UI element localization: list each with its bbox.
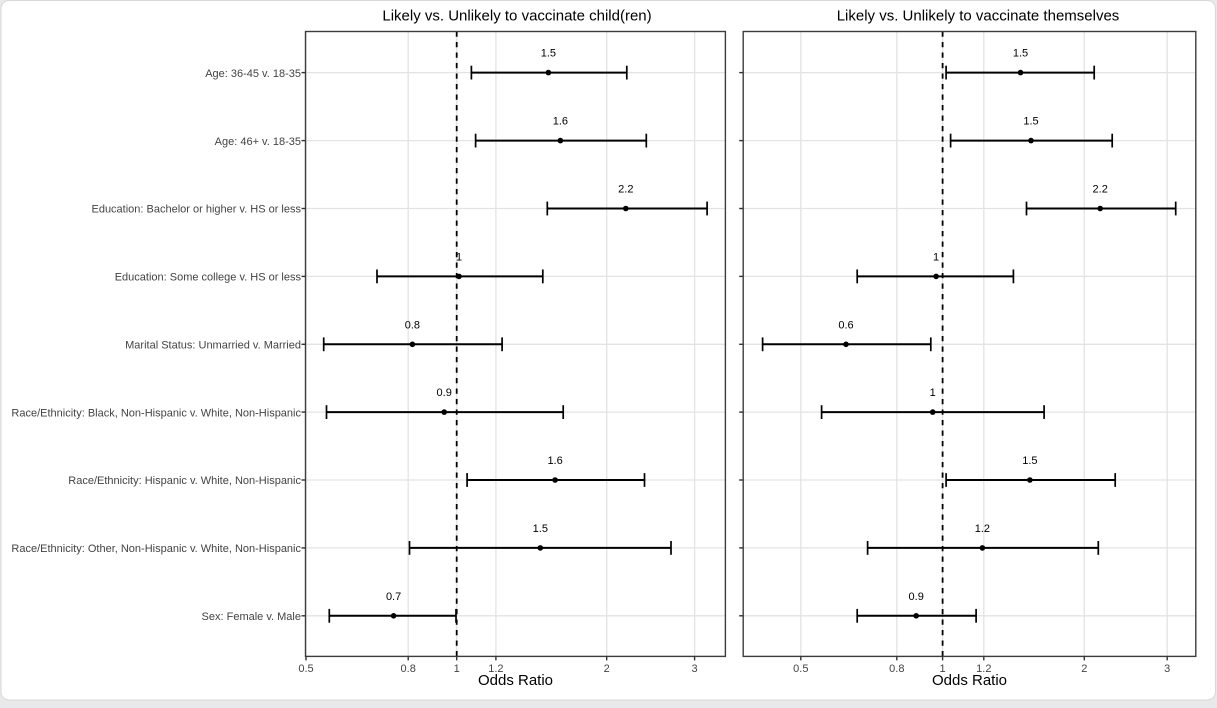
svg-text:Odds Ratio: Odds Ratio (478, 672, 553, 689)
svg-text:1.6: 1.6 (547, 455, 562, 467)
svg-text:0.5: 0.5 (298, 663, 313, 675)
svg-text:0.5: 0.5 (793, 663, 808, 675)
svg-text:Odds Ratio: Odds Ratio (932, 672, 1007, 689)
svg-text:1: 1 (454, 663, 460, 675)
svg-text:0.8: 0.8 (889, 663, 904, 675)
svg-text:Race/Ethnicity: Other, Non-His: Race/Ethnicity: Other, Non-Hispanic v. W… (11, 543, 301, 555)
svg-text:0.8: 0.8 (401, 663, 416, 675)
svg-text:1.5: 1.5 (1023, 116, 1038, 128)
svg-text:Race/Ethnicity: Hispanic v. Wh: Race/Ethnicity: Hispanic v. White, Non-H… (68, 475, 301, 487)
svg-text:2: 2 (604, 663, 610, 675)
svg-text:1: 1 (940, 663, 946, 675)
svg-text:Likely vs. Unlikely to vaccina: Likely vs. Unlikely to vaccinate child(r… (382, 8, 651, 25)
svg-text:1.2: 1.2 (976, 663, 991, 675)
svg-text:1: 1 (456, 252, 462, 264)
svg-text:2: 2 (1081, 663, 1087, 675)
svg-text:1.2: 1.2 (975, 523, 990, 535)
svg-text:Sex: Female v. Male: Sex: Female v. Male (202, 611, 301, 623)
svg-text:0.9: 0.9 (909, 591, 924, 603)
svg-text:Age: 46+ v. 18-35: Age: 46+ v. 18-35 (215, 136, 301, 148)
svg-text:1.6: 1.6 (553, 116, 568, 128)
svg-text:1.5: 1.5 (533, 523, 548, 535)
svg-text:Race/Ethnicity: Black, Non-His: Race/Ethnicity: Black, Non-Hispanic v. W… (11, 407, 301, 419)
svg-text:Marital Status: Unmarried v. M: Marital Status: Unmarried v. Married (125, 340, 301, 352)
svg-text:1.5: 1.5 (1013, 48, 1028, 60)
svg-text:1: 1 (933, 252, 939, 264)
svg-text:3: 3 (1164, 663, 1170, 675)
svg-text:Age: 36-45 v. 18-35: Age: 36-45 v. 18-35 (205, 68, 301, 80)
svg-text:2.2: 2.2 (618, 184, 633, 196)
svg-text:0.7: 0.7 (386, 591, 401, 603)
svg-text:Education: Bachelor or higher: Education: Bachelor or higher v. HS or l… (91, 204, 301, 216)
svg-text:1.5: 1.5 (1022, 455, 1037, 467)
svg-text:0.6: 0.6 (838, 319, 853, 331)
svg-text:0.8: 0.8 (405, 319, 420, 331)
svg-text:0.9: 0.9 (437, 387, 452, 399)
svg-text:2.2: 2.2 (1093, 184, 1108, 196)
svg-text:1.5: 1.5 (541, 48, 556, 60)
svg-text:Likely vs. Unlikely to vaccina: Likely vs. Unlikely to vaccinate themsel… (837, 8, 1120, 25)
svg-text:1.2: 1.2 (488, 663, 503, 675)
svg-text:3: 3 (692, 663, 698, 675)
svg-text:Education: Some college v. HS: Education: Some college v. HS or less (115, 272, 302, 284)
svg-text:1: 1 (930, 387, 936, 399)
